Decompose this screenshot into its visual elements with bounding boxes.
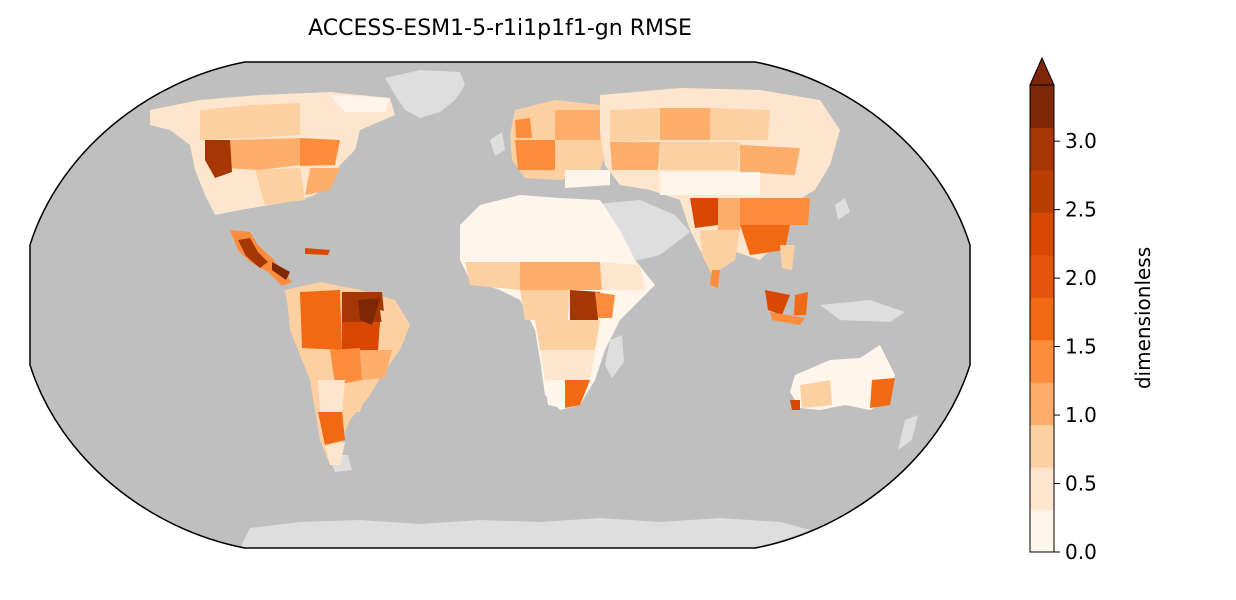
colorbar-band — [1030, 169, 1054, 213]
region-north-america — [150, 92, 395, 286]
colorbar-tick-label: 2.0 — [1065, 266, 1097, 290]
colorbar-band — [1030, 85, 1054, 128]
colorbar-outline — [1029, 84, 1055, 553]
region-asia — [600, 88, 840, 325]
colorbar-label: dimensionless — [1131, 247, 1155, 389]
colorbar-tick-label: 3.0 — [1065, 129, 1097, 153]
colorbar-tick-label: 1.0 — [1065, 403, 1097, 427]
region-europe — [510, 100, 610, 188]
colorbar-band — [1030, 424, 1054, 468]
colorbar-band — [1030, 127, 1054, 171]
colorbar-ticks: 0.0 0.5 1.0 1.5 2.0 2.5 3.0 — [1054, 129, 1097, 564]
colorbar-band — [1030, 254, 1054, 298]
region-south-america — [285, 282, 410, 465]
region-africa — [460, 195, 655, 410]
colorbar-segments — [1030, 85, 1054, 553]
colorbar-band — [1030, 297, 1054, 341]
colorbar-tick-label: 0.5 — [1065, 472, 1097, 496]
globe-border — [29, 61, 971, 549]
colorbar-tick-label: 0.0 — [1065, 540, 1097, 564]
colorbar-band — [1030, 339, 1054, 383]
colorbar-band — [1030, 509, 1054, 553]
colorbar-tick-label: 2.5 — [1065, 198, 1097, 222]
region-australia — [790, 345, 895, 410]
colorbar-band — [1030, 467, 1054, 511]
colorbar-tick-label: 1.5 — [1065, 335, 1097, 359]
map-title: ACCESS-ESM1-5-r1i1p1f1-gn RMSE — [308, 16, 692, 41]
colorbar-band — [1030, 212, 1054, 256]
colorbar-extend-arrow — [1029, 56, 1055, 86]
colorbar-band — [1030, 382, 1054, 426]
colorbar: 0.0 0.5 1.0 1.5 2.0 2.5 3.0 dimensionless — [1029, 56, 1155, 564]
